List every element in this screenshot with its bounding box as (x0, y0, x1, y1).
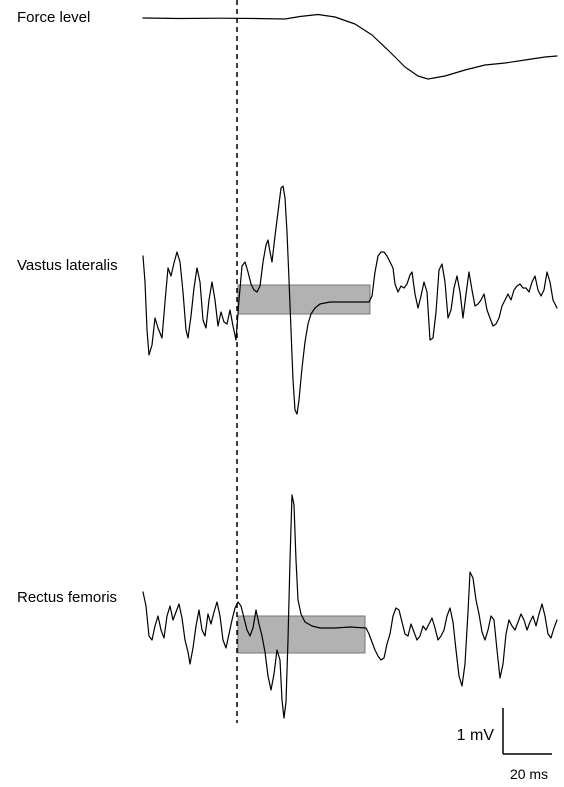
vastus-lateralis-trace (142, 185, 558, 415)
rectus-highlight-box (237, 615, 366, 654)
vastus-highlight-box (237, 284, 371, 315)
rectus-femoris-label: Rectus femoris (17, 589, 117, 606)
vastus-lateralis-label: Vastus lateralis (17, 257, 118, 274)
force-level-trace (142, 13, 558, 80)
scale-bar: 1 mV 20 ms (457, 708, 552, 782)
force-level-label: Force level (17, 9, 90, 26)
rectus-femoris-trace (142, 494, 558, 719)
scale-bar-time-label: 20 ms (510, 766, 548, 782)
scale-bar-amplitude-label: 1 mV (457, 727, 495, 744)
